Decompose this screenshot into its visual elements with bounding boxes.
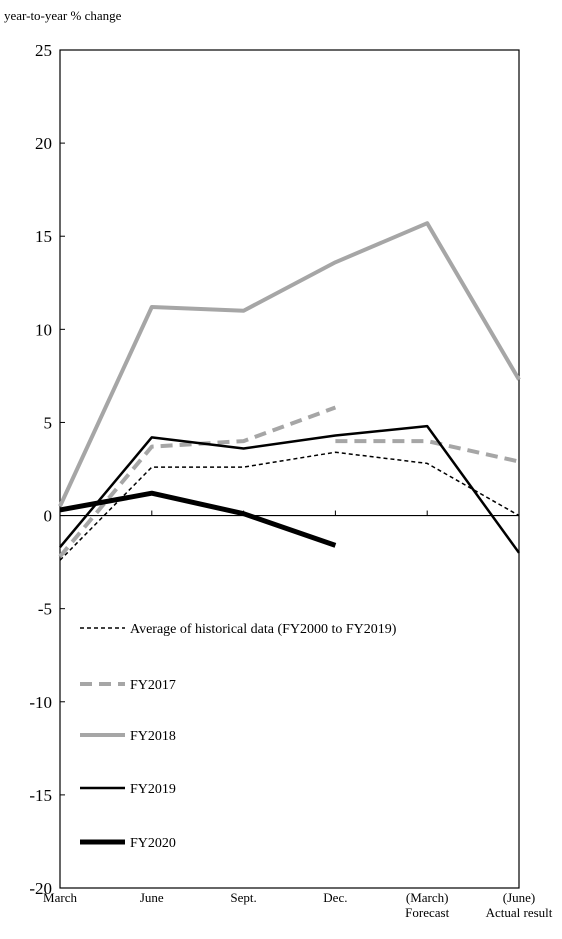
y-tick-label: 15 <box>35 227 52 246</box>
x-tick-label: (June) <box>503 890 536 905</box>
y-tick-label: 5 <box>44 413 53 432</box>
x-tick-label: March <box>43 890 77 905</box>
x-tick-label: Dec. <box>323 890 347 905</box>
y-axis-label: year-to-year % change <box>4 8 122 23</box>
x-tick-label: Sept. <box>230 890 256 905</box>
series-line <box>59 490 337 548</box>
legend-label: FY2020 <box>130 836 176 851</box>
y-tick-label: -5 <box>38 600 52 619</box>
series-line <box>335 439 520 464</box>
legend-label: FY2019 <box>130 782 176 797</box>
y-tick-label: -10 <box>29 693 52 712</box>
x-tick-label: Forecast <box>405 905 449 920</box>
legend-label: FY2017 <box>130 678 176 693</box>
x-tick-label: June <box>140 890 164 905</box>
series-line <box>59 424 521 554</box>
y-tick-label: 0 <box>44 507 53 526</box>
y-tick-label: 20 <box>35 134 52 153</box>
y-tick-label: 10 <box>35 320 52 339</box>
legend-label: FY2018 <box>130 729 176 744</box>
series-line <box>58 221 521 508</box>
x-tick-label: (March) <box>406 890 449 905</box>
y-tick-label: -20 <box>29 879 52 898</box>
series-line <box>58 405 337 558</box>
plot-frame <box>59 49 520 889</box>
y-tick-label: 25 <box>35 41 52 60</box>
y-tick-label: -15 <box>29 786 52 805</box>
x-tick-label: Actual result <box>486 905 553 920</box>
series-line <box>59 451 520 561</box>
legend-label: Average of historical data (FY2000 to FY… <box>130 622 397 637</box>
